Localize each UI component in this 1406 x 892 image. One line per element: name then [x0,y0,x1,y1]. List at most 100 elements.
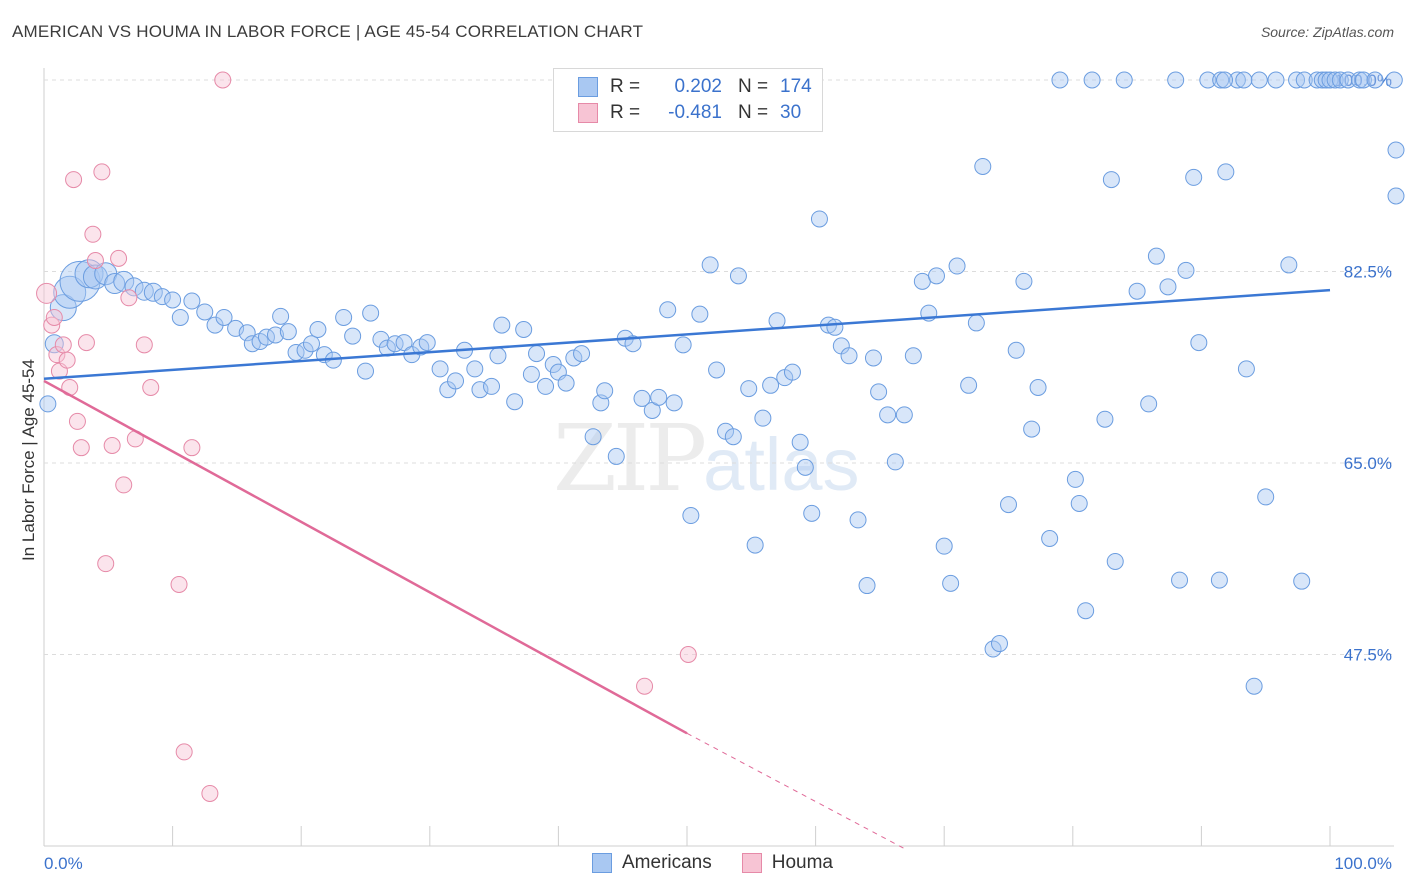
americans-point [1339,71,1357,89]
series-swatch-americans [592,853,612,873]
americans-point [886,453,904,471]
legend-swatch-americans [578,77,598,97]
americans-point [768,312,786,330]
americans-point [1387,187,1405,205]
americans-point [302,335,320,353]
americans-point [1212,71,1230,89]
houma-point [72,439,90,457]
americans-point [1351,71,1369,89]
americans-point [1077,602,1095,620]
legend-r-label: R = [610,102,641,123]
houma-point [93,163,111,181]
americans-point [607,447,625,465]
americans-point [1354,71,1372,89]
y-axis-label: In Labor Force | Age 45-54 [19,359,38,561]
y-tick-label: 47.5% [1344,646,1392,665]
americans-point [849,511,867,529]
americans-point [791,433,809,451]
legend-row-americans: R = 0.202 N = 174 [578,74,812,100]
americans-point [483,377,501,395]
houma-point [103,436,121,454]
x-tick-label-min: 0.0% [44,854,83,873]
y-tick-label: 82.5% [1344,263,1392,282]
legend-swatch-houma [578,103,598,123]
americans-point [266,326,284,344]
legend-r-value: 0.202 [674,76,722,97]
houma-point [58,351,76,369]
americans-point [1185,168,1203,186]
americans-point [1159,278,1177,296]
americans-point [1029,378,1047,396]
americans-point [1217,163,1235,181]
houma-point [48,346,66,364]
houma-trend-line [43,379,688,735]
americans-point [913,272,931,290]
chart-title: AMERICAN VS HOUMA IN LABOR FORCE | AGE 4… [12,22,644,41]
houma-point [115,476,133,494]
americans-point [796,458,814,476]
series-legend: Americans Houma [592,852,863,874]
americans-point [1140,395,1158,413]
houma-point [77,334,95,352]
americans-point [1228,71,1246,89]
houma-point [175,743,193,761]
series-legend-americans[interactable]: Americans [592,852,712,874]
americans-point [522,365,540,383]
americans-point [1237,360,1255,378]
legend-r-label: R = [610,76,641,97]
americans-point [826,318,844,336]
legend-n-label: N = [738,102,769,123]
americans-point [1190,334,1208,352]
americans-point [506,393,524,411]
americans-point [1245,677,1263,695]
legend-row-houma: R = -0.481 N = 30 [578,100,801,126]
americans-point [335,308,353,326]
series-legend-houma[interactable]: Houma [741,852,833,874]
americans-point [1321,71,1339,89]
americans-point [904,347,922,365]
americans-point [493,316,511,334]
americans-point [724,428,742,446]
americans-point [1280,256,1298,274]
americans-point [1066,470,1084,488]
americans-point [746,536,764,554]
americans-point [584,428,602,446]
americans-point [565,349,583,367]
series-swatch-houma [741,853,762,873]
americans-point [674,336,692,354]
americans-point [39,395,57,413]
americans-point [1257,488,1275,506]
americans-point [489,347,507,365]
americans-point [960,376,978,394]
americans-point [1128,282,1146,300]
houma-point [86,252,104,270]
americans-point [143,282,163,302]
chart-source: Source: ZipAtlas.com [1260,24,1394,40]
americans-point [1235,71,1253,89]
americans-point [1250,71,1268,89]
americans-point [418,334,436,352]
americans-point [1102,171,1120,189]
americans-point [803,504,821,522]
americans-point [296,341,314,359]
watermark-zip: ZIP [553,405,707,512]
americans-point [864,349,882,367]
americans-point [431,360,449,378]
y-tick-label: 100.0% [1334,71,1392,90]
americans-point [272,307,290,325]
americans-point [740,380,758,398]
americans-point [1177,261,1195,279]
houma-point [65,171,83,189]
americans-point [942,574,960,592]
legend-n-label: N = [738,76,769,97]
americans-point [1387,141,1405,159]
americans-point [1366,71,1384,89]
americans-point [1293,572,1311,590]
americans-point [879,406,897,424]
houma-trend-extension [686,732,906,850]
americans-point [1023,420,1041,438]
americans-point [858,577,876,595]
houma-point [636,677,654,695]
houma-point [183,439,201,457]
